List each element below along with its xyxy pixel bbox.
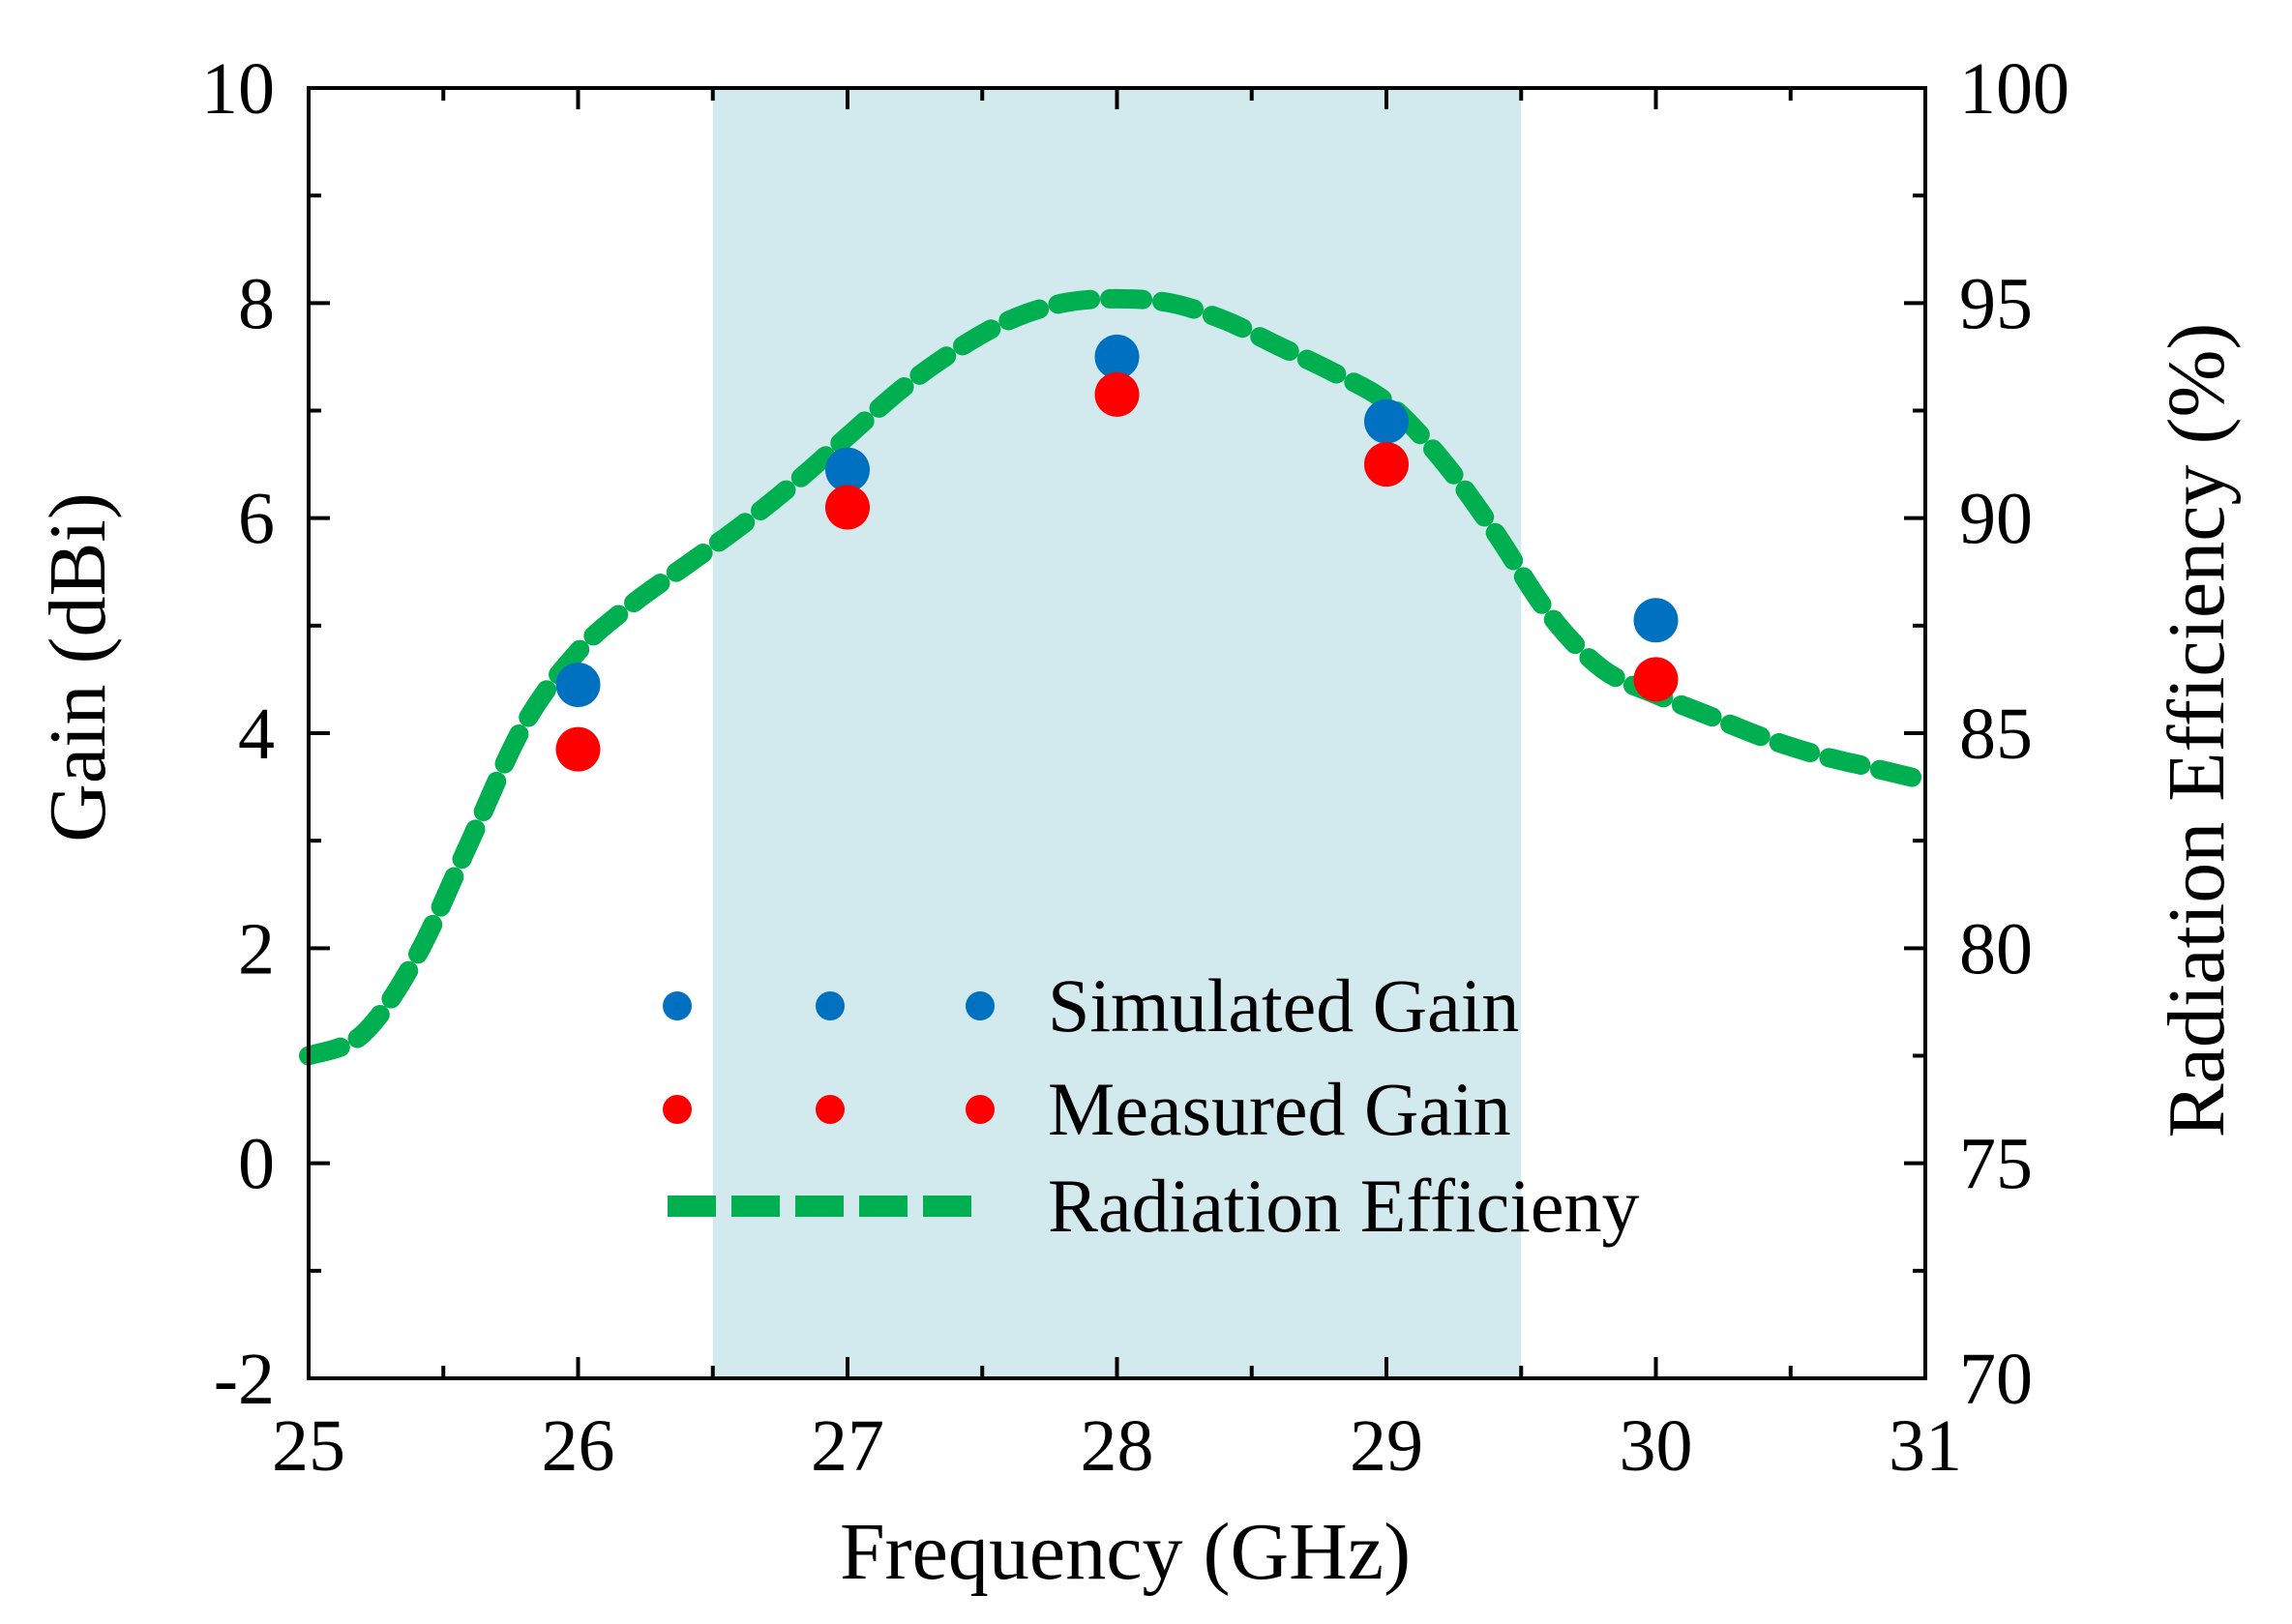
x-tick-label: 27 xyxy=(811,1405,884,1487)
measured-gain-point xyxy=(825,485,870,530)
efficiency-line xyxy=(299,288,1935,1066)
y-tick-labels: -2 0 2 4 6 8 10 xyxy=(201,48,275,1420)
y2-tick-label: 85 xyxy=(1959,694,2033,775)
legend-marker-measured-2 xyxy=(816,1095,845,1124)
y-tick-label: -2 xyxy=(214,1339,275,1420)
y2-tick-label: 95 xyxy=(1959,263,2033,344)
y-tick-label: 8 xyxy=(238,263,275,344)
measured-gain-point xyxy=(1633,657,1679,702)
y2-tick-labels: 70 75 80 85 90 95 100 xyxy=(1959,48,2069,1420)
measured-gain-point xyxy=(1364,442,1409,487)
simulated-gain-point xyxy=(555,662,601,707)
legend-marker-simulated-1 xyxy=(663,991,692,1020)
y-tick-label: 10 xyxy=(201,48,275,130)
simulated-gain-point xyxy=(1364,399,1409,444)
y-tick-label: 2 xyxy=(238,908,275,989)
legend-label-efficiency: Radiation Efficieny xyxy=(1048,1164,1640,1248)
data-points-layer xyxy=(555,334,1679,772)
x-tick-label: 31 xyxy=(1889,1405,1962,1487)
y2-tick-label: 90 xyxy=(1959,479,2033,560)
legend-marker-simulated-3 xyxy=(966,991,995,1020)
y2-tick-label: 75 xyxy=(1959,1124,2033,1205)
simulated-gain-point xyxy=(1094,334,1140,379)
y2-tick-label: 100 xyxy=(1959,48,2069,130)
y-tick-label: 4 xyxy=(238,694,275,775)
y-tick-label: 6 xyxy=(238,479,275,560)
measured-gain-point xyxy=(555,726,601,772)
simulated-gain-point xyxy=(825,447,870,492)
measured-gain-point xyxy=(1094,371,1140,417)
y2-axis-title: Radiation Efficiency (%) xyxy=(2152,323,2242,1138)
legend-marker-measured-3 xyxy=(966,1095,995,1124)
efficiency-line-layer xyxy=(299,288,1935,1066)
simulated-gain-point xyxy=(1633,598,1679,643)
legend: Simulated Gain Measured Gain Radiation E… xyxy=(663,963,1640,1248)
y-tick-label: 0 xyxy=(238,1124,275,1205)
x-tick-label: 29 xyxy=(1350,1405,1423,1487)
x-axis-title: Frequency (GHz) xyxy=(840,1507,1411,1597)
x-tick-labels: 25 26 27 28 29 30 31 xyxy=(272,1405,1962,1487)
y2-tick-label: 80 xyxy=(1959,908,2033,989)
y-axis-title: Gain (dBi) xyxy=(33,492,123,842)
plot-frame xyxy=(307,86,1927,1380)
x-tick-label: 30 xyxy=(1620,1405,1693,1487)
legend-marker-measured-1 xyxy=(663,1095,692,1124)
legend-marker-simulated-2 xyxy=(816,991,845,1020)
x-tick-label: 28 xyxy=(1081,1405,1154,1487)
legend-label-measured: Measured Gain xyxy=(1048,1067,1511,1151)
x-tick-label: 25 xyxy=(272,1405,345,1487)
legend-label-simulated: Simulated Gain xyxy=(1048,963,1519,1048)
x-tick-label: 26 xyxy=(542,1405,615,1487)
y2-tick-label: 70 xyxy=(1959,1339,2033,1420)
